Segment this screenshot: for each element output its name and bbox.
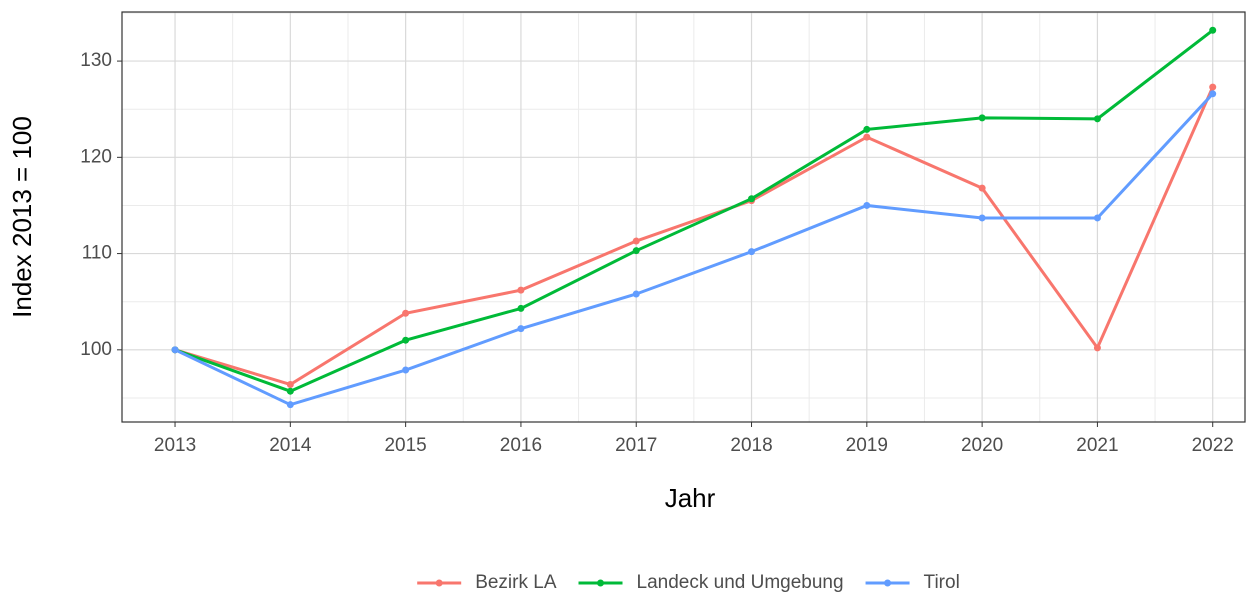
legend-point xyxy=(884,579,892,587)
x-tick-label: 2015 xyxy=(384,435,426,456)
point xyxy=(978,214,986,222)
x-tick-label: 2016 xyxy=(500,435,542,456)
point xyxy=(402,336,410,344)
point xyxy=(517,325,525,333)
series-line xyxy=(174,92,1214,407)
series-line xyxy=(174,29,1214,393)
point xyxy=(748,195,756,203)
legend: Bezirk LA Landeck und Umgebung Tirol xyxy=(417,572,960,593)
legend-key xyxy=(417,579,462,587)
x-tick-label: 2013 xyxy=(154,435,196,456)
panel-border xyxy=(121,11,1246,423)
point xyxy=(863,201,871,209)
point xyxy=(517,286,525,294)
point xyxy=(286,401,294,409)
legend-label: Bezirk LA xyxy=(475,572,557,593)
point xyxy=(1209,90,1217,98)
y-axis-label: Index 2013 = 100 xyxy=(7,116,37,318)
point xyxy=(402,366,410,374)
point xyxy=(517,304,525,312)
legend-key xyxy=(578,579,623,587)
point xyxy=(978,114,986,122)
point xyxy=(632,290,640,298)
point xyxy=(402,309,410,317)
point xyxy=(171,346,179,354)
legend-point xyxy=(597,579,605,587)
x-tick-label: 2020 xyxy=(961,435,1003,456)
legend-key xyxy=(865,579,910,587)
x-tick-label: 2021 xyxy=(1076,435,1118,456)
point xyxy=(1209,26,1217,34)
point xyxy=(286,380,294,388)
x-tick-label: 2022 xyxy=(1192,435,1234,456)
point xyxy=(1093,115,1101,123)
legend-label: Landeck und Umgebung xyxy=(637,572,844,593)
y-tick-label: 110 xyxy=(82,243,112,264)
y-tick-label: 120 xyxy=(80,146,112,167)
point xyxy=(286,387,294,395)
x-tick-label: 2018 xyxy=(730,435,772,456)
point xyxy=(1093,214,1101,222)
point xyxy=(1209,83,1217,91)
point xyxy=(748,248,756,256)
point xyxy=(632,247,640,255)
point xyxy=(978,184,986,192)
x-tick-label: 2017 xyxy=(615,435,657,456)
legend-point xyxy=(435,579,443,587)
y-tick-label: 100 xyxy=(80,339,112,360)
point xyxy=(1093,344,1101,352)
point xyxy=(632,237,640,245)
y-tick-label: 130 xyxy=(80,50,112,71)
point xyxy=(863,133,871,141)
point xyxy=(863,125,871,133)
x-axis-label: Jahr xyxy=(665,483,716,513)
legend-label: Tirol xyxy=(924,572,960,593)
x-tick-label: 2014 xyxy=(269,435,312,456)
x-tick-label: 2019 xyxy=(846,435,888,456)
series-line xyxy=(174,86,1215,387)
